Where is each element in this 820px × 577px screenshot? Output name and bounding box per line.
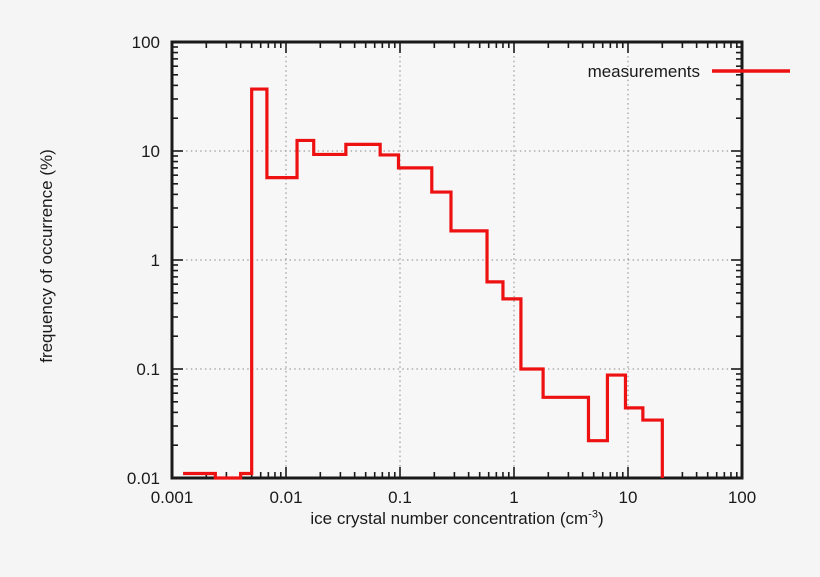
x-tick-label: 1 bbox=[509, 488, 518, 507]
x-tick-label: 100 bbox=[728, 488, 756, 507]
x-axis-title-text: ice crystal number concentration (cm-3) bbox=[310, 508, 604, 528]
y-tick-label: 0.01 bbox=[127, 469, 160, 488]
x-tick-label: 0.001 bbox=[151, 488, 194, 507]
x-tick-label: 10 bbox=[619, 488, 638, 507]
y-axis-title: frequency of occurrence (%) bbox=[37, 149, 56, 363]
legend-entry-label: measurements bbox=[588, 62, 700, 81]
x-axis-title: ice crystal number concentration (cm-3) bbox=[172, 508, 742, 529]
y-tick-label: 1 bbox=[151, 251, 160, 270]
series-measurements bbox=[183, 87, 664, 480]
legend: measurements bbox=[588, 62, 790, 81]
x-axis-title-exponent: -3 bbox=[588, 508, 598, 520]
plot-frame bbox=[170, 40, 744, 480]
x-tick-label: 0.1 bbox=[388, 488, 412, 507]
y-tick-label: 0.1 bbox=[136, 360, 160, 379]
x-tick-label: 0.01 bbox=[269, 488, 302, 507]
y-tick-label: 100 bbox=[132, 33, 160, 52]
y-tick-label: 10 bbox=[141, 142, 160, 161]
